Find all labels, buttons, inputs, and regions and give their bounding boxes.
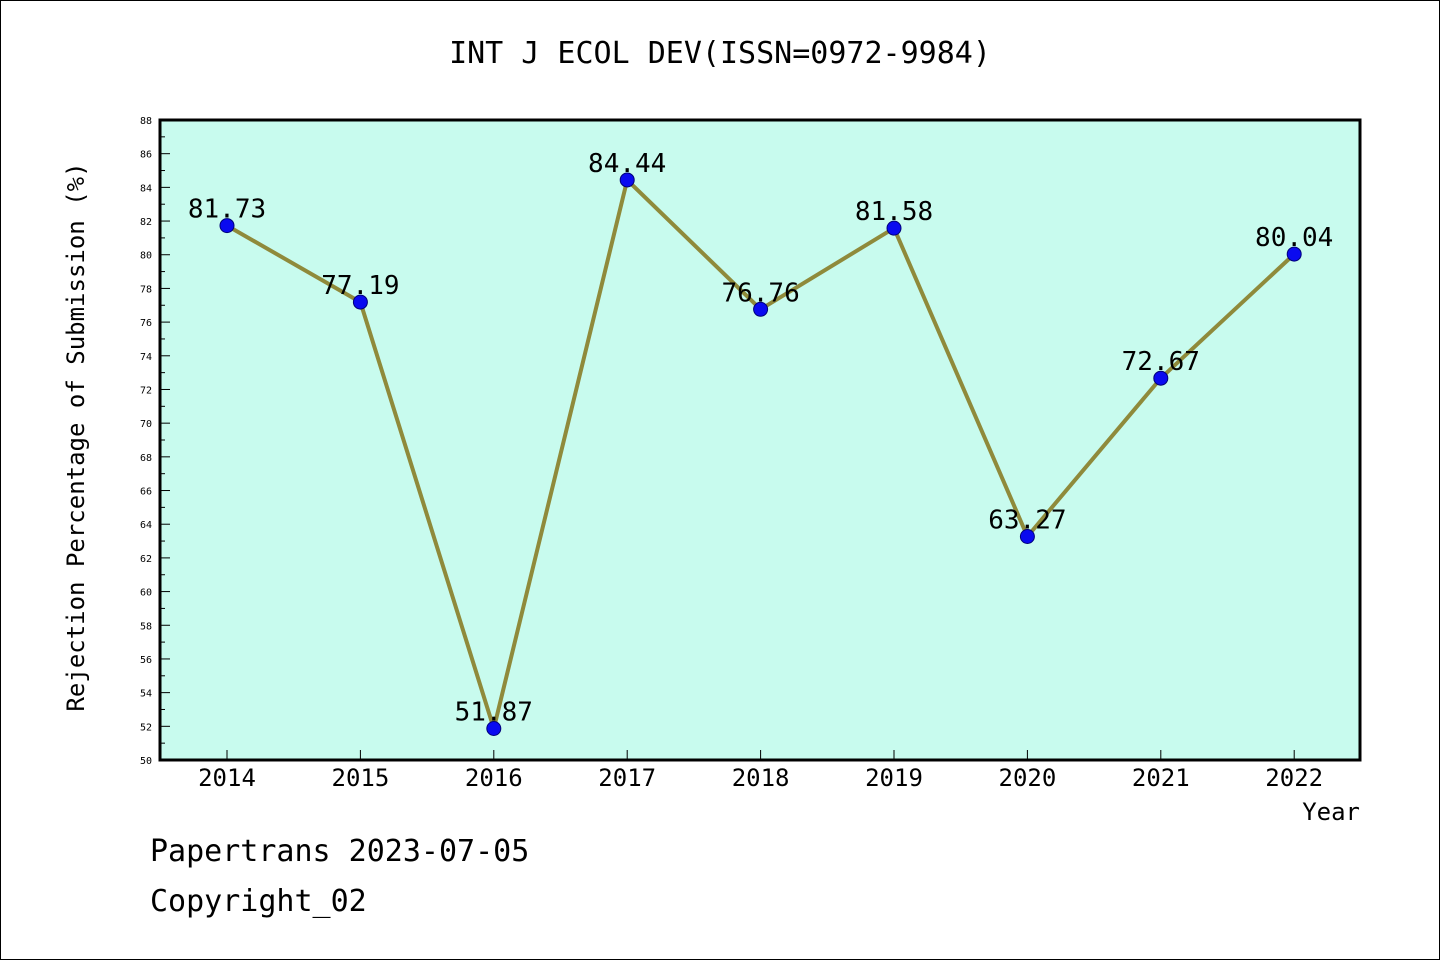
data-label: 51.87 [455,698,533,728]
data-label: 76.76 [721,278,799,308]
data-point [886,220,902,236]
y-tick-label: 74 [140,352,152,363]
data-label: 80.04 [1255,223,1333,253]
footer-date-stamp: Papertrans 2023-07-05 [150,834,530,869]
y-tick-label: 80 [140,251,152,262]
y-tick-label: 82 [140,217,152,228]
y-tick-label: 76 [140,318,152,329]
data-point [219,218,235,234]
data-label: 77.19 [321,271,399,301]
x-tick-label: 2019 [865,764,923,792]
y-tick-label: 66 [140,487,152,498]
x-axis-title: Year [1302,798,1360,826]
data-point [352,294,368,310]
y-tick-label: 84 [140,183,152,194]
x-tick-label: 2022 [1265,764,1323,792]
y-tick-label: 64 [140,520,152,531]
data-point [486,721,502,737]
data-label: 81.58 [855,197,933,227]
footer-copyright: Copyright_02 [150,884,367,919]
x-tick-label: 2016 [465,764,523,792]
y-tick-label: 52 [140,722,152,733]
plot-area [158,118,1362,762]
x-tick-label: 2015 [332,764,390,792]
data-point [753,301,769,317]
y-tick-label: 68 [140,453,152,464]
data-point [1153,370,1169,386]
x-tick-label: 2014 [198,764,256,792]
data-label: 84.44 [588,149,666,179]
x-tick-label: 2020 [999,764,1057,792]
y-tick-label: 70 [140,419,152,430]
data-label: 72.67 [1122,347,1200,377]
data-label: 81.73 [188,195,266,225]
y-tick-label: 72 [140,385,152,396]
y-tick-label: 50 [140,756,152,767]
y-tick-label: 54 [140,689,152,700]
x-tick-label: 2018 [732,764,790,792]
y-tick-label: 88 [140,116,152,127]
y-tick-label: 56 [140,655,152,666]
chart-title: INT J ECOL DEV(ISSN=0972-9984) [449,36,991,71]
data-point [619,172,635,188]
x-tick-label: 2017 [598,764,656,792]
y-axis-title: Rejection Percentage of Submission (%) [62,162,90,711]
y-tick-label: 58 [140,621,152,632]
y-tick-label: 78 [140,284,152,295]
y-tick-label: 60 [140,588,152,599]
x-tick-label: 2021 [1132,764,1190,792]
data-point [1286,246,1302,262]
data-label: 63.27 [988,506,1066,536]
y-tick-label: 62 [140,554,152,565]
data-point [1019,529,1035,545]
y-tick-label: 86 [140,150,152,161]
